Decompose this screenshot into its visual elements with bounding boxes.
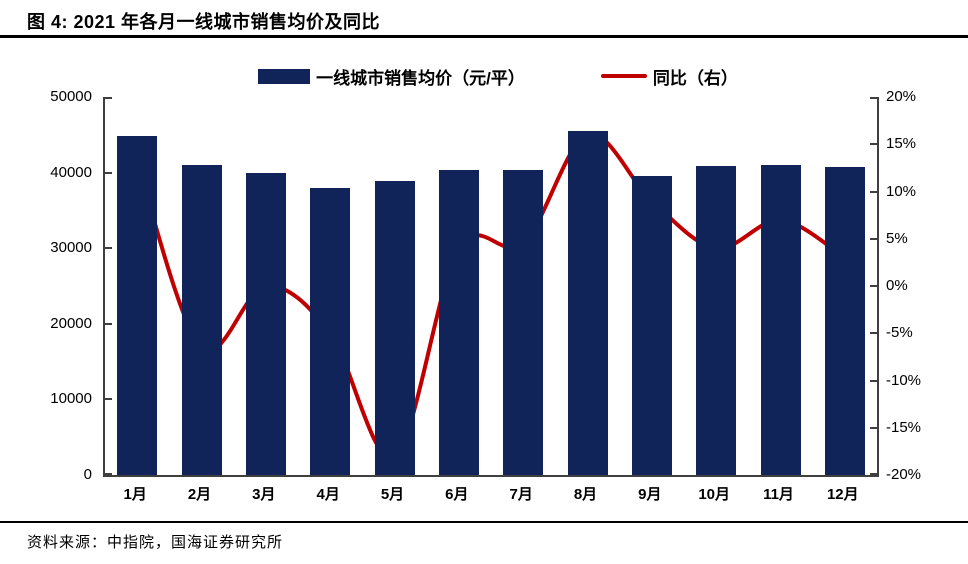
price-bar <box>824 166 865 475</box>
x-axis-label: 2月 <box>187 486 212 503</box>
y-axis-label-left: 20000 <box>50 314 92 332</box>
x-axis-label: 10月 <box>698 486 730 503</box>
price-bar <box>310 188 351 475</box>
title-divider <box>0 35 968 38</box>
x-axis-label: 1月 <box>123 486 147 503</box>
axis-tick-left <box>105 97 112 99</box>
axis-tick-right <box>870 473 877 475</box>
y-axis-label-right: 5% <box>886 229 908 247</box>
axis-tick-right <box>870 190 877 193</box>
price-bar <box>631 176 672 475</box>
price-bar <box>117 136 158 475</box>
y-axis-label-left: 40000 <box>50 163 92 181</box>
legend-item-yoy: 同比（右） <box>600 64 738 89</box>
y-axis-label-right: 10% <box>886 182 917 200</box>
bar-swatch-icon <box>258 68 311 84</box>
axis-tick-left <box>105 398 112 401</box>
axis-tick-right <box>870 285 877 287</box>
price-bar <box>760 165 801 475</box>
y-axis-label-right: -10% <box>886 371 922 389</box>
y-axis-label-left: 10000 <box>50 390 92 408</box>
x-axis-label: 11月 <box>763 486 794 503</box>
axis-tick-left <box>105 247 112 250</box>
axis-tick-right <box>870 379 877 382</box>
source-note: 资料来源：中指院，国海证券研究所 <box>27 534 284 551</box>
x-axis-label: 9月 <box>638 486 662 503</box>
price-bar <box>503 170 544 475</box>
y-axis-label-left: 0 <box>83 466 92 483</box>
x-axis-label: 5月 <box>380 486 405 503</box>
axis-tick-left <box>105 473 112 475</box>
figure-title: 图 4: 2021 年各月一线城市销售均价及同比 <box>27 12 381 32</box>
x-axis-label: 4月 <box>316 486 340 503</box>
legend-label-yoy: 同比（右） <box>652 68 738 88</box>
x-axis-label: 6月 <box>445 486 469 503</box>
axis-tick-left <box>105 171 112 174</box>
axis-tick-right <box>870 237 877 240</box>
yoy-line-path <box>135 132 847 460</box>
price-bar <box>696 165 737 475</box>
y-axis-label-right: -5% <box>886 324 913 342</box>
x-axis-label: 8月 <box>573 486 598 503</box>
axis-tick-right <box>870 97 877 99</box>
y-axis-label-right: 20% <box>886 88 917 105</box>
y-axis-label-right: 15% <box>886 135 917 153</box>
footer-divider <box>0 521 968 523</box>
x-axis-label: 7月 <box>509 486 533 503</box>
x-axis-label: 12月 <box>826 486 859 503</box>
plot-area <box>103 97 879 477</box>
line-swatch-icon <box>600 74 647 78</box>
y-axis-label-right: 0% <box>886 277 908 294</box>
y-axis-label-left: 30000 <box>50 239 92 257</box>
axis-tick-right <box>870 143 877 146</box>
x-axis-label: 3月 <box>252 486 276 503</box>
axis-tick-right <box>870 332 877 335</box>
y-axis-label-right: -20% <box>886 466 922 483</box>
price-bar <box>181 165 222 475</box>
axis-tick-right <box>870 426 877 429</box>
legend-item-price: 一线城市销售均价（元/平） <box>258 64 525 89</box>
y-axis-label-right: -15% <box>886 418 922 436</box>
price-bar <box>567 131 608 475</box>
price-bar <box>438 169 479 475</box>
price-bar <box>374 180 415 475</box>
legend-label-price: 一线城市销售均价（元/平） <box>316 68 525 88</box>
axis-tick-left <box>105 322 112 325</box>
y-axis-label-left: 50000 <box>50 88 92 105</box>
price-bar <box>245 172 286 475</box>
chart-legend: 一线城市销售均价（元/平） 同比（右） <box>14 62 968 90</box>
